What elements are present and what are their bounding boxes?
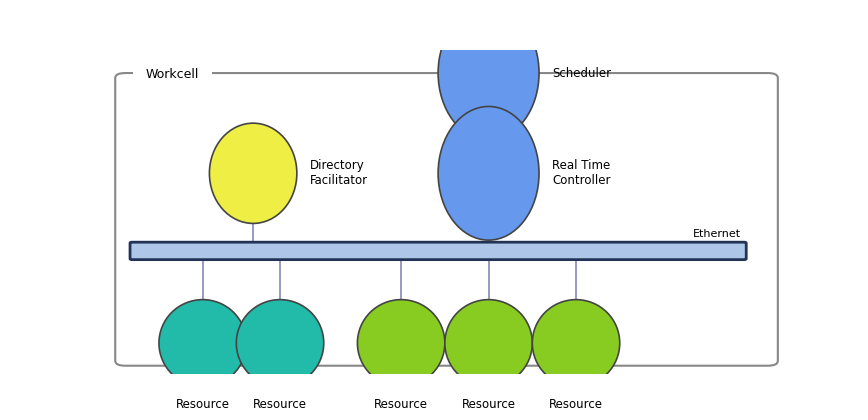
Text: Resource: Resource	[374, 398, 428, 411]
FancyBboxPatch shape	[115, 73, 778, 366]
Text: Workcell: Workcell	[146, 68, 199, 81]
Ellipse shape	[236, 299, 324, 386]
Text: Directory
Facilitator: Directory Facilitator	[311, 159, 368, 187]
Text: Resource: Resource	[175, 398, 230, 411]
FancyBboxPatch shape	[130, 242, 746, 260]
Ellipse shape	[532, 299, 620, 386]
Text: Resource: Resource	[462, 398, 516, 411]
Text: Resource: Resource	[253, 398, 307, 411]
Ellipse shape	[438, 106, 539, 240]
Text: Real Time
Controller: Real Time Controller	[552, 159, 611, 187]
Ellipse shape	[159, 299, 247, 386]
Ellipse shape	[438, 6, 539, 140]
Text: Resource: Resource	[549, 398, 603, 411]
Ellipse shape	[444, 299, 532, 386]
Ellipse shape	[209, 123, 297, 223]
Text: Ethernet: Ethernet	[693, 229, 740, 239]
Text: Scheduler: Scheduler	[552, 66, 612, 79]
Ellipse shape	[358, 299, 445, 386]
